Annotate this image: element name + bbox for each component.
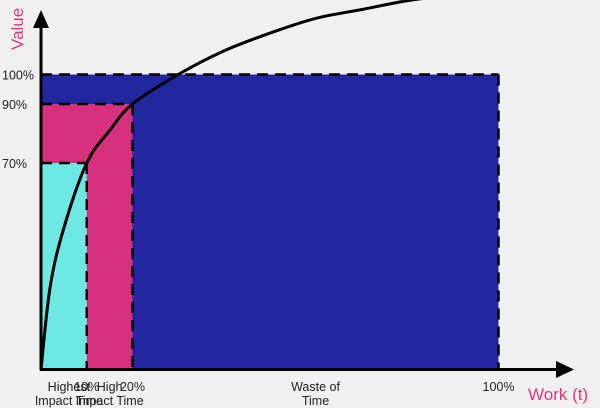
y-tick-label: 70% <box>2 157 27 171</box>
region-label: Waste of Time <box>291 380 340 408</box>
y-tick-label: 100% <box>2 69 34 83</box>
region-label: Highest Impact Time <box>35 380 103 408</box>
y-axis-arrow <box>33 10 49 28</box>
y-tick-label: 90% <box>2 98 27 112</box>
x-tick-label: 20% <box>120 380 145 394</box>
value-curve <box>39 0 423 371</box>
y-axis-title: Value <box>8 8 27 50</box>
region-2 <box>41 163 87 370</box>
x-axis-title: Work (t) <box>528 385 588 404</box>
x-axis-arrow <box>556 361 574 378</box>
region-label: High Impact Time <box>76 380 144 408</box>
x-tick-label: 10% <box>74 380 99 394</box>
x-tick-label: 100% <box>483 380 515 394</box>
